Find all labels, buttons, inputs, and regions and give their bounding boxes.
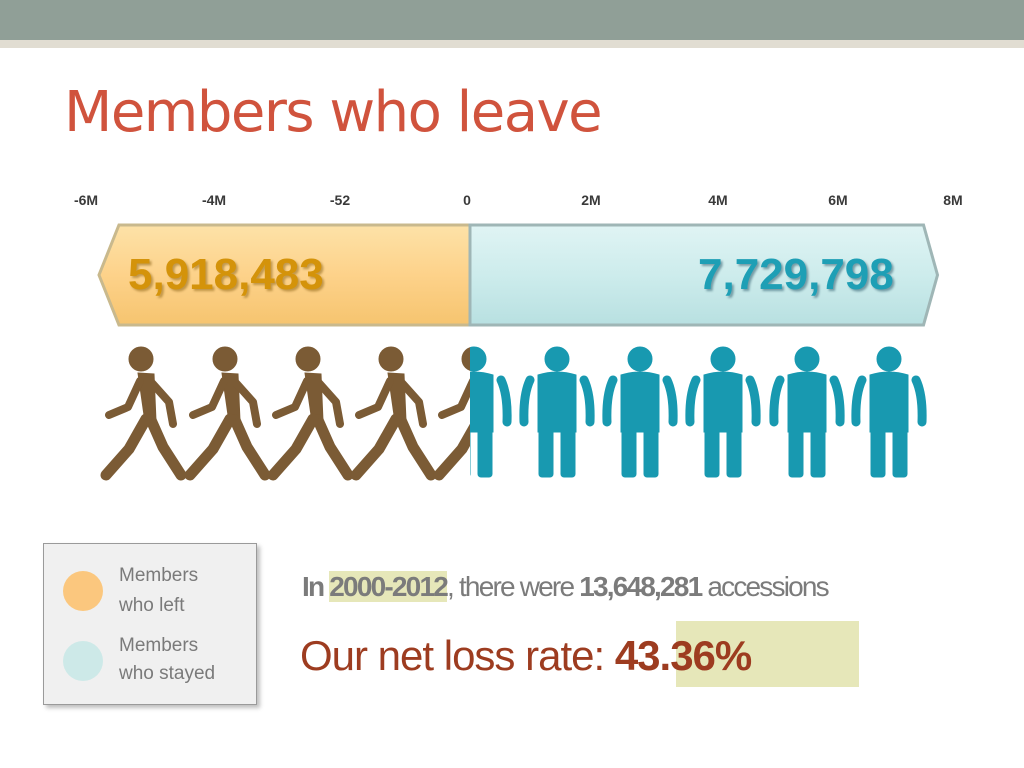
members-left-value: 5,918,483 <box>128 250 324 299</box>
tick-label: -6M <box>73 192 99 208</box>
tick-label: 4M <box>708 192 728 208</box>
legend: Members who left Members who stayed <box>43 543 257 705</box>
members-stayed-value: 7,729,798 <box>698 250 894 299</box>
net-loss-rate: Our net loss rate: 43.36% <box>300 632 752 680</box>
legend-label-line: Members <box>119 635 199 656</box>
summary-prefix: In <box>302 571 325 602</box>
standing-person-icon <box>607 347 673 477</box>
standing-person-icon <box>524 347 590 477</box>
tick-label: -4M <box>201 192 227 208</box>
loss-label: Our net loss rate: <box>300 632 605 679</box>
summary-middle: , there were <box>446 571 575 602</box>
summary-suffix: accessions <box>707 571 829 602</box>
standing-person-icon <box>774 347 840 477</box>
tick-label: 6M <box>828 192 848 208</box>
legend-label-stayed: Members who stayed <box>119 632 239 688</box>
summary-accessions: 13,648,281 <box>579 571 703 602</box>
tick-label: 8M <box>943 192 963 208</box>
legend-swatch-left <box>63 571 103 611</box>
walking-person-icon <box>356 347 431 475</box>
legend-label-line: who stayed <box>119 663 216 684</box>
legend-label-left: Members who left <box>119 561 239 621</box>
standing-person-icon <box>690 347 756 477</box>
tick-label: 0 <box>463 192 471 208</box>
tick-label: -52 <box>329 192 351 208</box>
legend-label-line: Members <box>119 565 199 586</box>
loss-highlight <box>676 621 859 687</box>
diverging-bar-chart <box>97 223 940 520</box>
top-band <box>0 0 1024 40</box>
tick-label: 2M <box>581 192 601 208</box>
walking-person-icon <box>190 347 265 475</box>
bar-members-stayed <box>468 223 940 327</box>
loss-value: 43.36% <box>614 632 752 679</box>
walking-person-icon <box>106 347 181 475</box>
standing-person-icon <box>856 347 922 477</box>
top-accent-line <box>0 40 1024 48</box>
walking-person-icon <box>273 347 348 475</box>
summary-period: 2000-2012 <box>329 571 449 602</box>
page-title: Members who leave <box>64 80 603 145</box>
accessions-summary: In 2000-2012, there were 13,648,281 acce… <box>302 571 830 603</box>
legend-swatch-stayed <box>63 641 103 681</box>
legend-label-line: who left <box>119 595 185 616</box>
